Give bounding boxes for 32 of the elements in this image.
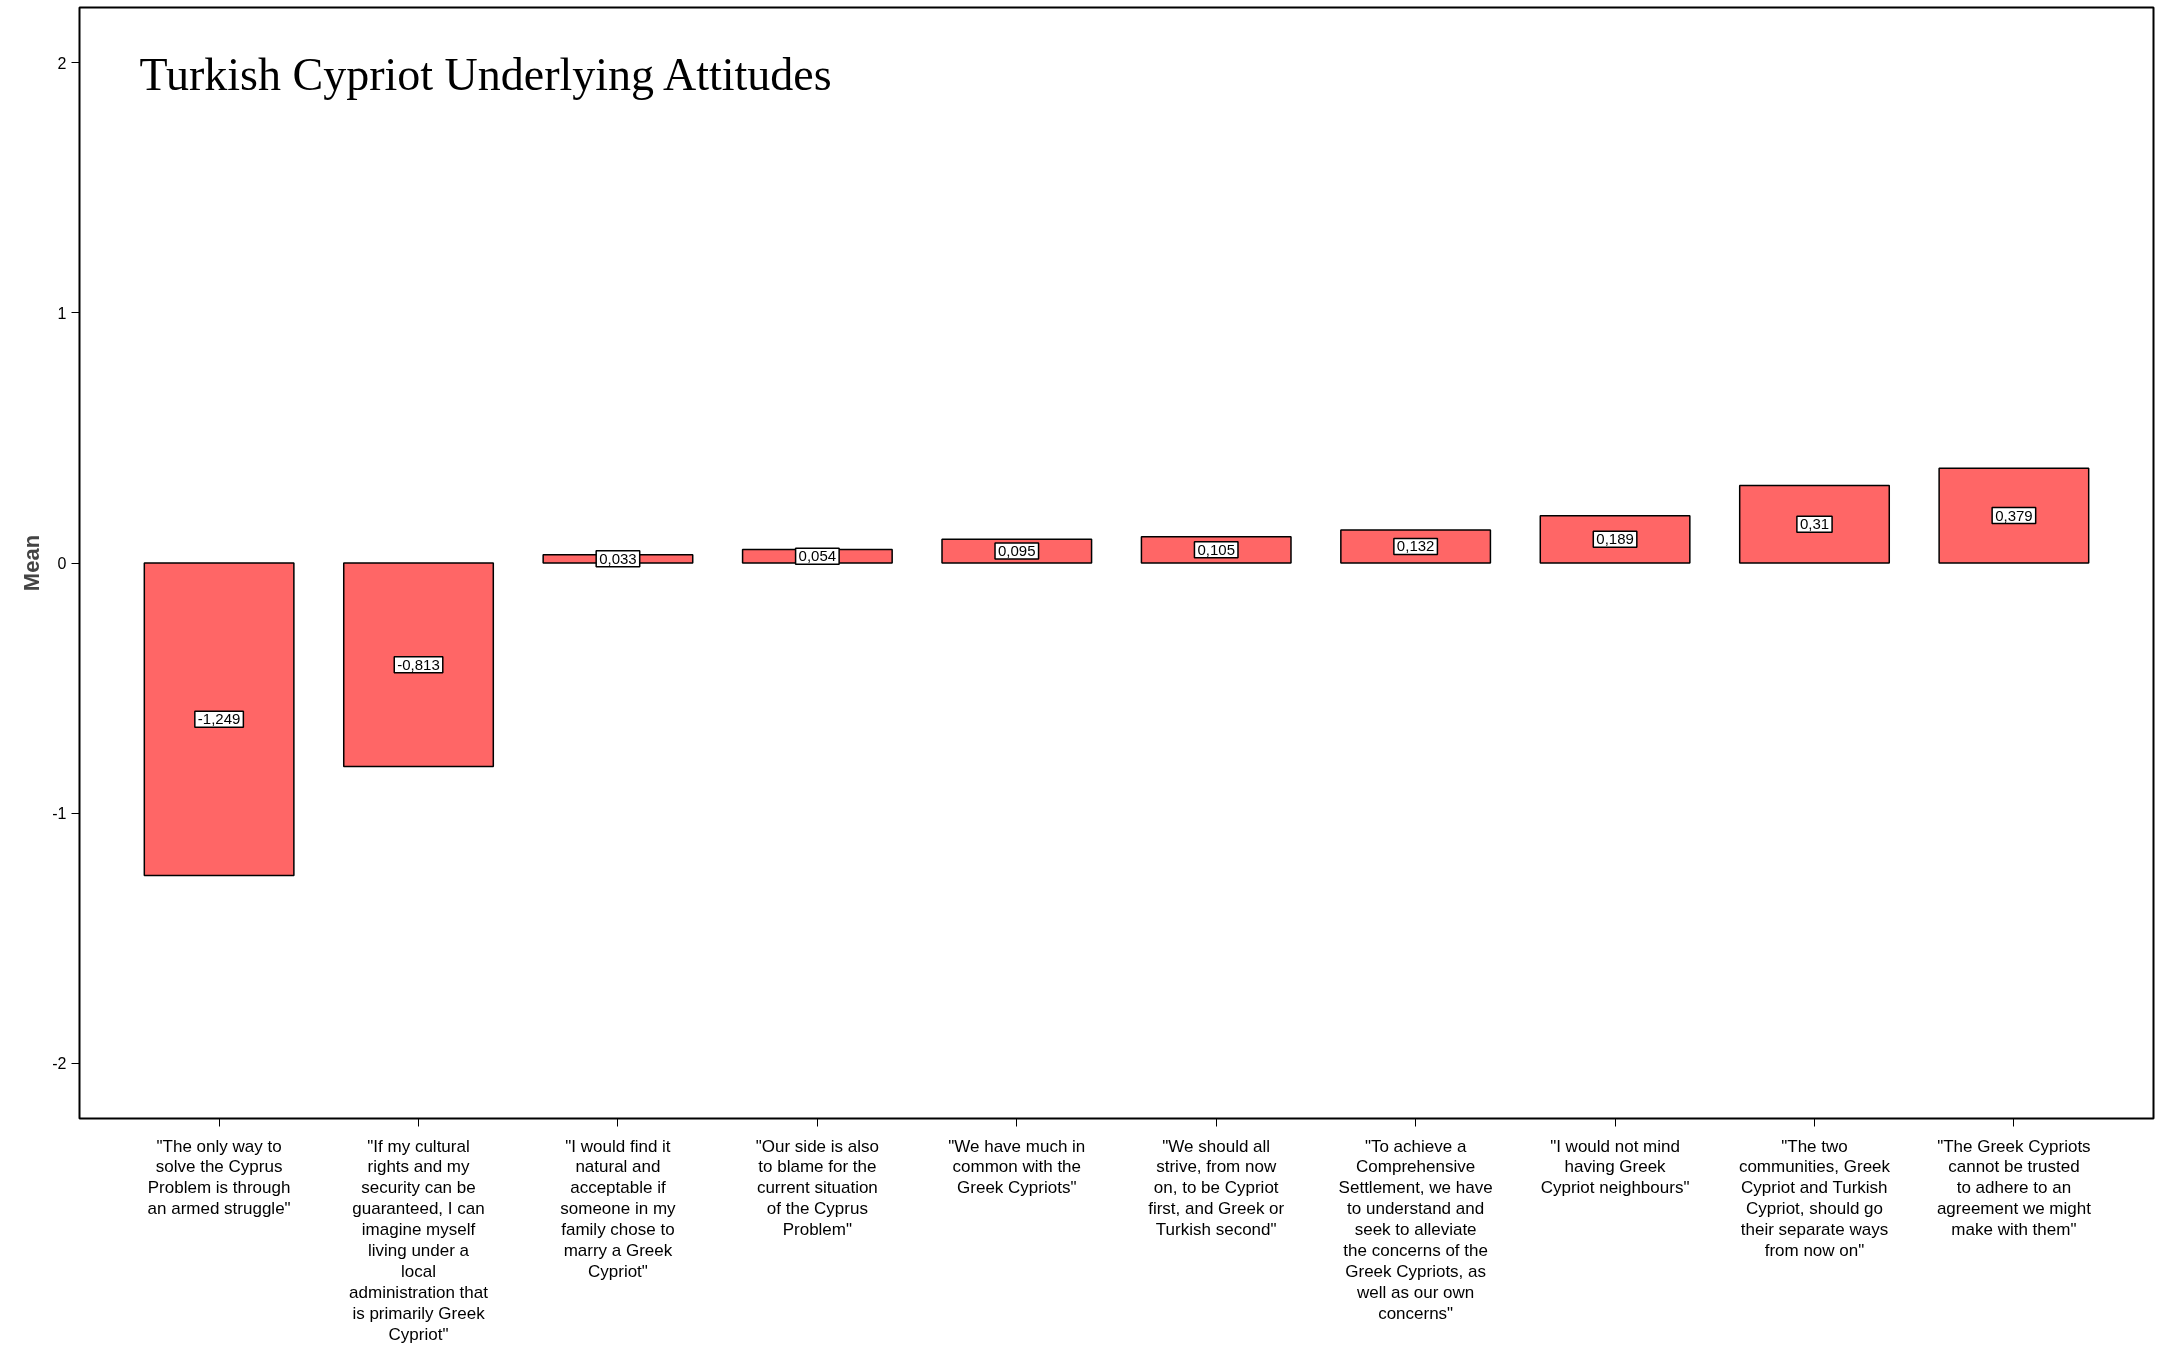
- data-label: -0,813: [397, 655, 440, 673]
- y-tick-label: -2: [52, 1055, 67, 1073]
- data-label: 0,132: [1396, 537, 1435, 555]
- data-label: 0,189: [1596, 530, 1634, 548]
- bar: [1938, 467, 2090, 564]
- bar: [143, 562, 295, 877]
- x-tick-label: "The Greek Cypriots cannot be trusted to adhere to an agreement we might make with them": [1936, 1136, 2092, 1240]
- data-label: 0,095: [998, 542, 1036, 560]
- x-tick-label: "The only way to solve the Cyprus Problem is through an armed struggle": [147, 1136, 291, 1219]
- bar: [1738, 484, 1891, 564]
- x-tick-label: "The two communities, Greek Cypriot and Turkish Cypriot, should go their separate ways from now on": [1738, 1136, 1891, 1260]
- data-label: 0,379: [1995, 506, 2033, 524]
- bar: [342, 562, 495, 768]
- data-label: 0,31: [1799, 515, 1830, 533]
- y-tick-label: 0: [57, 555, 67, 572]
- y-axis-title: Mean: [19, 534, 45, 592]
- x-tick-label: "We have much in common with the Greek Cypriots": [948, 1136, 1086, 1198]
- x-tick-label: "We should all strive, from now on, to be Cypriot first, and Greek or Turkish second": [1148, 1136, 1285, 1240]
- category-label: "To achieve a Comprehensive Settlement, we have to understand and seek to alleviate the concerns of the Greek Cypriots, as well as our own concerns": [1338, 1136, 1493, 1323]
- data-label: 0,033: [599, 549, 637, 567]
- text: Turkish Cypriot Underlying Attitudes: [139, 48, 832, 100]
- x-tick-label: "I would find it natural and acceptable if someone in my family chose to marry a Greek Cypriot": [560, 1136, 677, 1281]
- x-tick-label: "I would not mind having Greek Cypriot neighbours": [1540, 1136, 1690, 1198]
- y-tick-label: 1: [57, 304, 67, 322]
- data-label: -1,249: [197, 710, 241, 728]
- category-label: "If my cultural rights and my security can be guaranteed, I can imagine myself living under a local administration that is primarily Greek Cypriot": [349, 1136, 488, 1344]
- x-tick-label: "Our side is also to blame for the current situation of the Cyprus Problem": [755, 1136, 879, 1240]
- data-label: 0,054: [798, 547, 837, 565]
- bar: [1539, 514, 1691, 564]
- y-tick-label: -1: [52, 805, 67, 823]
- y-tick-label: 2: [57, 54, 67, 72]
- data-label: 0,105: [1197, 540, 1235, 558]
